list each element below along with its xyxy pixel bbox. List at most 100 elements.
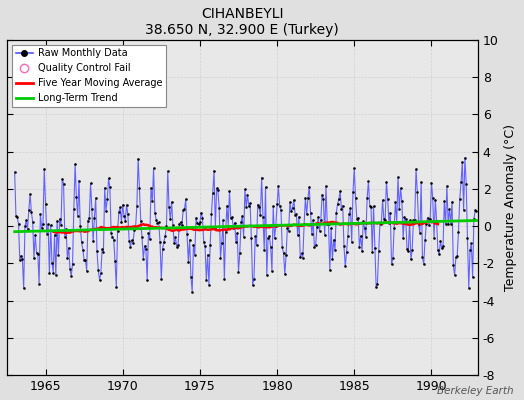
Point (178, 222, 186, 228)
Point (444, 221, 452, 227)
Point (35, 280, 43, 287)
Point (366, 202, 374, 209)
Point (394, 174, 402, 180)
Point (362, 234, 370, 240)
Point (462, 180, 471, 187)
Point (384, 196, 392, 203)
Point (346, 205, 355, 212)
Point (166, 216, 174, 223)
Point (163, 168, 172, 174)
Point (377, 221, 386, 228)
Point (288, 205, 297, 211)
Point (26, 191, 34, 197)
Point (423, 214, 432, 221)
Point (267, 244, 275, 250)
Point (58, 176, 67, 182)
Point (156, 239, 164, 245)
Point (169, 222, 177, 229)
Point (407, 256, 415, 262)
Point (217, 240, 226, 246)
Point (140, 242, 149, 249)
Point (95, 277, 104, 283)
Point (434, 247, 442, 253)
Point (250, 276, 258, 282)
Point (232, 239, 240, 245)
Point (129, 240, 137, 246)
Point (177, 219, 185, 226)
Point (241, 186, 249, 193)
Point (34, 251, 42, 257)
Point (316, 217, 325, 223)
Point (318, 192, 326, 198)
Point (293, 232, 302, 239)
Point (438, 245, 446, 251)
Point (281, 271, 289, 278)
Point (212, 185, 221, 192)
Point (439, 243, 447, 250)
Point (270, 235, 279, 242)
Point (445, 206, 454, 212)
Point (61, 234, 69, 240)
Point (133, 202, 141, 209)
Point (460, 207, 468, 214)
Point (321, 232, 329, 238)
Point (446, 220, 455, 227)
Point (279, 249, 288, 256)
Point (416, 230, 424, 236)
Point (308, 231, 316, 237)
Point (92, 195, 100, 201)
Point (471, 207, 479, 214)
Point (226, 215, 235, 222)
Point (290, 197, 298, 203)
Point (426, 216, 434, 222)
Point (102, 207, 110, 214)
Point (263, 272, 271, 278)
Point (76, 222, 84, 229)
Point (14, 221, 23, 227)
Point (363, 195, 372, 201)
Point (278, 244, 287, 251)
Point (10, 169, 19, 176)
Point (453, 253, 461, 259)
Point (79, 246, 87, 253)
Point (127, 237, 136, 244)
Legend: Raw Monthly Data, Quality Control Fail, Five Year Moving Average, Long-Term Tren: Raw Monthly Data, Quality Control Fail, … (12, 44, 167, 107)
Point (139, 256, 147, 262)
Point (429, 195, 437, 202)
Point (311, 242, 320, 248)
Point (382, 179, 390, 185)
Point (24, 226, 32, 232)
Point (353, 216, 361, 222)
Point (408, 247, 417, 253)
Point (239, 234, 248, 240)
Point (121, 218, 129, 224)
Point (155, 219, 163, 226)
Point (466, 247, 474, 253)
Point (319, 196, 328, 202)
Point (138, 234, 146, 240)
Point (116, 204, 124, 210)
Y-axis label: Temperature Anomaly (°C): Temperature Anomaly (°C) (504, 124, 517, 291)
Point (436, 238, 445, 244)
Point (99, 248, 107, 255)
Point (53, 218, 61, 224)
Text: Berkeley Earth: Berkeley Earth (437, 386, 514, 396)
Point (201, 243, 209, 250)
Point (409, 217, 418, 224)
Point (422, 220, 431, 227)
Point (381, 216, 389, 223)
Point (229, 224, 237, 231)
Point (255, 204, 263, 210)
Point (44, 221, 52, 228)
Point (225, 188, 234, 194)
Point (175, 220, 183, 227)
Point (165, 204, 173, 210)
Point (400, 214, 409, 221)
Point (347, 239, 356, 246)
Point (350, 165, 358, 172)
Point (12, 213, 20, 219)
Point (66, 265, 74, 272)
Point (435, 251, 443, 258)
Point (195, 219, 204, 226)
Point (451, 272, 459, 278)
